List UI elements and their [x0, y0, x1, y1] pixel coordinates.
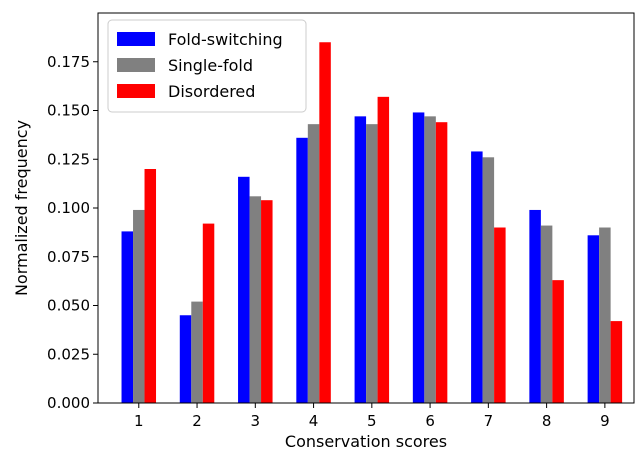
x-axis-label: Conservation scores	[285, 432, 447, 451]
legend-label-fold-switching: Fold-switching	[168, 30, 283, 49]
legend-swatch-fold-switching	[117, 32, 155, 46]
bar-fold-switching-6	[412, 112, 425, 403]
bar-single-fold-6	[424, 116, 436, 403]
y-tick-label: 0.000	[47, 394, 90, 412]
y-tick-label: 0.125	[47, 150, 90, 168]
bar-disordered-8	[552, 280, 564, 403]
y-tick-label: 0.025	[47, 345, 90, 363]
x-tick-label: 6	[425, 412, 435, 430]
y-tick-label: 0.050	[47, 297, 90, 315]
y-tick-label: 0.150	[47, 102, 90, 120]
x-tick-label: 1	[134, 412, 144, 430]
bar-fold-switching-8	[529, 209, 541, 403]
bar-single-fold-2	[191, 301, 203, 403]
bar-disordered-3	[261, 200, 273, 403]
legend-label-single-fold: Single-fold	[168, 56, 253, 75]
legend-swatch-single-fold	[117, 58, 155, 72]
x-tick-label: 5	[367, 412, 377, 430]
bar-fold-switching-2	[179, 315, 192, 403]
legend: Fold-switching Single-fold Disordered	[107, 19, 307, 113]
bar-disordered-6	[435, 122, 448, 403]
bars-layer	[121, 42, 623, 404]
bar-fold-switching-1	[121, 231, 134, 403]
bar-disordered-5	[377, 96, 390, 403]
x-tick-label: 3	[251, 412, 261, 430]
bar-single-fold-1	[133, 209, 145, 403]
bar-single-fold-4	[307, 124, 320, 404]
bar-single-fold-9	[599, 227, 611, 403]
bar-disordered-9	[610, 321, 623, 403]
bar-fold-switching-7	[471, 151, 483, 403]
bar-fold-switching-3	[238, 176, 250, 403]
y-tick-label: 0.100	[47, 199, 90, 217]
bar-disordered-4	[319, 42, 331, 403]
x-tick-label: 8	[542, 412, 552, 430]
bar-single-fold-5	[366, 124, 378, 404]
bar-disordered-7	[494, 227, 506, 403]
bar-fold-switching-9	[587, 235, 600, 403]
x-tick-label: 9	[600, 412, 610, 430]
x-tick-label: 7	[484, 412, 494, 430]
x-tick-label: 4	[309, 412, 319, 430]
bar-fold-switching-4	[296, 137, 308, 404]
bar-disordered-1	[144, 169, 157, 403]
legend-label-disordered: Disordered	[168, 82, 255, 101]
legend-swatch-disordered	[117, 84, 155, 98]
x-axis: 1 2 3 4 5 6 7 8 9	[134, 403, 610, 430]
y-axis-label: Normalized frequency	[12, 120, 31, 296]
x-tick-label: 2	[192, 412, 202, 430]
legend-box	[107, 19, 307, 113]
bar-single-fold-7	[482, 157, 495, 403]
bar-fold-switching-5	[354, 116, 367, 403]
bar-disordered-2	[202, 223, 215, 403]
y-axis: 0.000 0.025 0.050 0.075 0.100 0.125 0.150 0.175	[47, 53, 98, 412]
bar-single-fold-8	[540, 225, 553, 403]
bar-single-fold-3	[249, 196, 262, 403]
y-tick-label: 0.075	[47, 248, 90, 266]
y-tick-label: 0.175	[47, 53, 90, 71]
